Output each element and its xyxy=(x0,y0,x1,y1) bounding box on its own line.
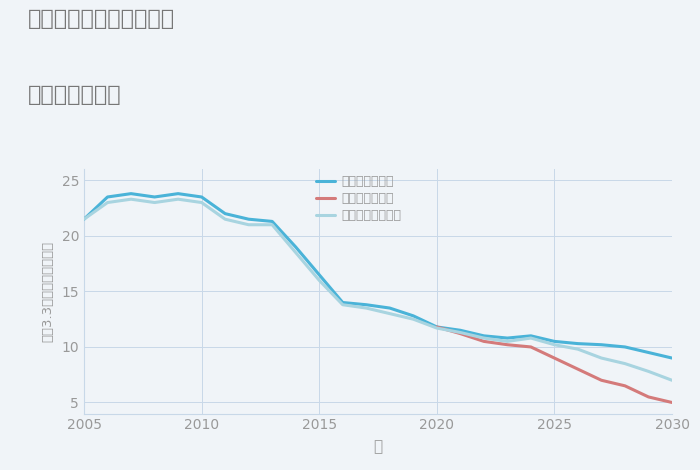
ノーマルシナリオ xyxy=(550,342,559,347)
グッドシナリオ xyxy=(456,328,465,333)
ノーマルシナリオ xyxy=(644,368,652,374)
グッドシナリオ xyxy=(503,335,512,341)
グッドシナリオ xyxy=(480,333,488,339)
ノーマルシナリオ xyxy=(574,346,582,352)
バッドシナリオ xyxy=(621,383,629,389)
Line: グッドシナリオ: グッドシナリオ xyxy=(84,194,672,358)
グッドシナリオ xyxy=(315,272,323,278)
バッドシナリオ xyxy=(597,377,606,383)
Y-axis label: 坪（3.3㎡）単価（万円）: 坪（3.3㎡）単価（万円） xyxy=(41,241,55,342)
グッドシナリオ xyxy=(597,342,606,347)
ノーマルシナリオ xyxy=(315,277,323,283)
ノーマルシナリオ xyxy=(409,316,417,322)
バッドシナリオ xyxy=(480,338,488,344)
グッドシナリオ xyxy=(268,219,277,224)
バッドシナリオ xyxy=(550,355,559,361)
グッドシナリオ xyxy=(104,194,112,200)
Text: 土地の価格推移: 土地の価格推移 xyxy=(28,85,122,105)
バッドシナリオ xyxy=(503,342,512,347)
ノーマルシナリオ xyxy=(339,302,347,307)
グッドシナリオ xyxy=(127,191,135,196)
グッドシナリオ xyxy=(386,305,394,311)
ノーマルシナリオ xyxy=(291,250,300,255)
ノーマルシナリオ xyxy=(104,200,112,205)
ノーマルシナリオ xyxy=(197,200,206,205)
バッドシナリオ xyxy=(668,400,676,405)
ノーマルシナリオ xyxy=(597,355,606,361)
X-axis label: 年: 年 xyxy=(373,439,383,454)
Legend: グッドシナリオ, バッドシナリオ, ノーマルシナリオ: グッドシナリオ, バッドシナリオ, ノーマルシナリオ xyxy=(316,175,401,222)
グッドシナリオ xyxy=(80,216,88,222)
グッドシナリオ xyxy=(339,300,347,306)
ノーマルシナリオ xyxy=(433,325,441,331)
グッドシナリオ xyxy=(574,341,582,346)
グッドシナリオ xyxy=(668,355,676,361)
バッドシナリオ xyxy=(644,394,652,400)
ノーマルシナリオ xyxy=(503,338,512,344)
ノーマルシナリオ xyxy=(386,311,394,316)
ノーマルシナリオ xyxy=(221,216,230,222)
グッドシナリオ xyxy=(362,302,370,307)
バッドシナリオ xyxy=(526,344,535,350)
ノーマルシナリオ xyxy=(668,377,676,383)
グッドシナリオ xyxy=(621,344,629,350)
ノーマルシナリオ xyxy=(362,305,370,311)
グッドシナリオ xyxy=(550,338,559,344)
グッドシナリオ xyxy=(221,211,230,217)
Line: ノーマルシナリオ: ノーマルシナリオ xyxy=(84,199,672,380)
グッドシナリオ xyxy=(644,350,652,355)
ノーマルシナリオ xyxy=(526,335,535,341)
ノーマルシナリオ xyxy=(621,361,629,367)
ノーマルシナリオ xyxy=(456,329,465,335)
Line: バッドシナリオ: バッドシナリオ xyxy=(437,327,672,402)
グッドシナリオ xyxy=(197,194,206,200)
ノーマルシナリオ xyxy=(244,222,253,227)
ノーマルシナリオ xyxy=(80,216,88,222)
バッドシナリオ xyxy=(433,324,441,330)
グッドシナリオ xyxy=(409,313,417,319)
グッドシナリオ xyxy=(433,324,441,330)
グッドシナリオ xyxy=(526,333,535,339)
ノーマルシナリオ xyxy=(480,335,488,341)
グッドシナリオ xyxy=(291,244,300,250)
ノーマルシナリオ xyxy=(268,222,277,227)
バッドシナリオ xyxy=(456,331,465,337)
ノーマルシナリオ xyxy=(127,196,135,202)
グッドシナリオ xyxy=(150,194,159,200)
ノーマルシナリオ xyxy=(174,196,182,202)
グッドシナリオ xyxy=(174,191,182,196)
グッドシナリオ xyxy=(244,216,253,222)
バッドシナリオ xyxy=(574,366,582,372)
Text: 三重県伊賀市上野忍町の: 三重県伊賀市上野忍町の xyxy=(28,9,175,30)
ノーマルシナリオ xyxy=(150,200,159,205)
